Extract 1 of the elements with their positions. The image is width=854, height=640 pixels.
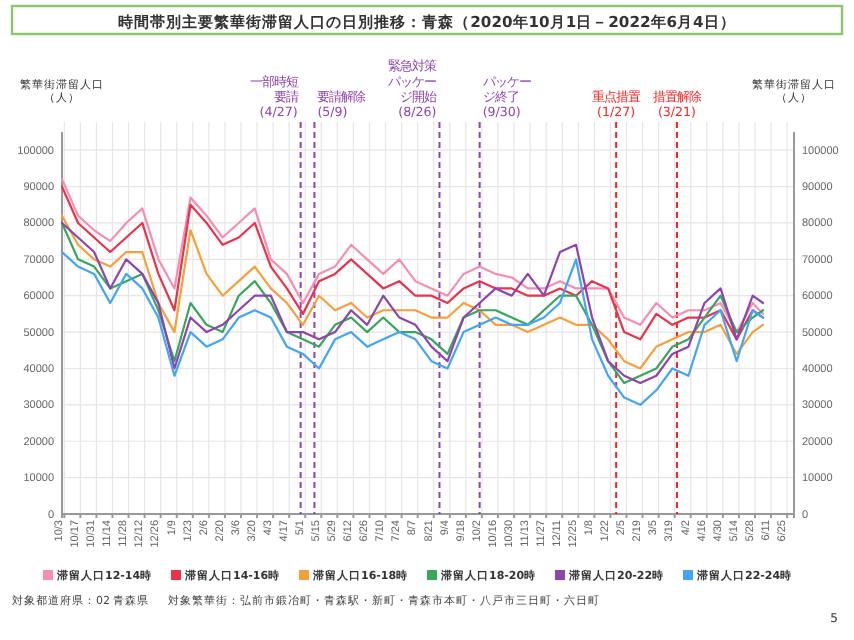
line-series: [60, 250, 765, 406]
